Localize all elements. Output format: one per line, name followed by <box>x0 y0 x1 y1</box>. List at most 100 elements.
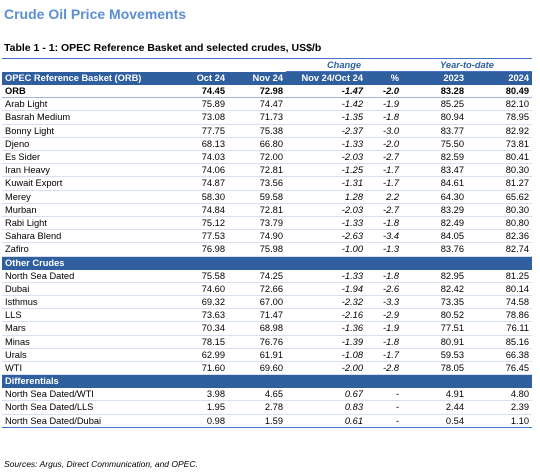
pct-value: -3.4 <box>366 229 402 244</box>
table-row: North Sea Dated/WTI 3.98 4.65 0.67-4.91 4.80 <box>2 388 532 402</box>
table-row: Iran Heavy 74.06 72.81 -1.25 -1.7 83.47 80.30 <box>2 163 532 178</box>
change-value: -2.16 <box>286 308 366 323</box>
nov-value: 67.00 <box>228 295 286 310</box>
col-header-change: Nov 24/Oct 24 <box>286 71 366 85</box>
change-value: -1.47 <box>286 85 366 99</box>
col-header-nov: Nov 24 <box>228 71 286 85</box>
sources-note: Sources: Argus, Direct Communication, an… <box>4 459 198 469</box>
table-row: Isthmus 69.32 67.00 -2.32 -3.3 73.35 74.58 <box>2 295 532 310</box>
ytd-2024-value: 78.95 <box>467 110 532 125</box>
ytd-2024-value: 4.80 <box>467 388 532 402</box>
pct-value: -2.7 <box>366 203 402 218</box>
oct-value: 68.13 <box>170 137 228 152</box>
col-header-2023: 2023 <box>402 71 467 85</box>
ytd-2024-value: 76.11 <box>467 321 532 336</box>
table-row: North Sea Dated 75.58 74.25 -1.33 -1.8 82.95 8… <box>2 269 532 283</box>
oct-value: 75.12 <box>170 216 228 231</box>
change-value: -1.39 <box>286 335 366 349</box>
change-value: -1.33 <box>286 137 366 152</box>
nov-value: 1.59 <box>228 414 286 428</box>
pct-value: -1.8 <box>366 110 402 125</box>
ytd-2024-value: 2.39 <box>467 400 532 415</box>
nov-value: 73.56 <box>228 176 286 191</box>
change-value: -2.37 <box>286 124 366 138</box>
oct-value: 70.34 <box>170 321 228 336</box>
oct-value: 74.06 <box>170 163 228 178</box>
ytd-2023-value: 83.47 <box>402 163 467 178</box>
crude-name: Kuwait Export <box>2 176 170 191</box>
crude-name: Minas <box>2 335 170 349</box>
change-value: -1.31 <box>286 176 366 191</box>
nov-value: 69.60 <box>228 361 286 376</box>
ytd-2023-value: 80.91 <box>402 335 467 349</box>
pct-value: -3.0 <box>366 124 402 138</box>
table-row: North Sea Dated/Dubai 0.98 1.59 0.61-0.54 1.… <box>2 414 532 428</box>
ytd-2024-value: 82.10 <box>467 97 532 112</box>
ytd-2024-value: 82.36 <box>467 229 532 244</box>
oct-value: 73.08 <box>170 110 228 125</box>
table-row: Murban 74.84 72.81 -2.03 -2.7 83.29 80.30 <box>2 203 532 218</box>
table-row: WTI 71.60 69.60 -2.00 -2.8 78.05 76.45 <box>2 361 532 376</box>
oct-value: 78.15 <box>170 335 228 349</box>
crude-name: Iran Heavy <box>2 163 170 178</box>
ytd-2023-value: 83.28 <box>402 85 467 99</box>
col-header-name: OPEC Reference Basket (ORB) <box>2 71 170 85</box>
oct-value: 74.87 <box>170 176 228 191</box>
pct-value: -2.0 <box>366 85 402 99</box>
crude-name: Basrah Medium <box>2 110 170 125</box>
ytd-2024-value: 85.16 <box>467 335 532 349</box>
col-header-oct: Oct 24 <box>170 71 228 85</box>
change-value: 1.28 <box>286 190 366 204</box>
ytd-2024-value: 80.41 <box>467 150 532 165</box>
crude-name: Merey <box>2 190 170 204</box>
ytd-group-label: Year-to-date <box>402 58 532 72</box>
ytd-2023-value: 84.61 <box>402 176 467 191</box>
change-value: 0.61 <box>286 414 366 428</box>
column-header-row: OPEC Reference Basket (ORB) Oct 24 Nov 2… <box>2 71 532 85</box>
crude-name: WTI <box>2 361 170 376</box>
pct-value: - <box>366 414 402 428</box>
oct-value: 74.45 <box>170 85 228 99</box>
crude-name: LLS <box>2 308 170 323</box>
table-row: LLS 73.63 71.47 -2.16 -2.9 80.52 78.86 <box>2 308 532 323</box>
ytd-2023-value: 75.50 <box>402 137 467 152</box>
nov-value: 72.98 <box>228 85 286 99</box>
table-row: ORB 74.45 72.98 -1.47 -2.0 83.28 80.49 <box>2 85 532 99</box>
oct-value: 76.98 <box>170 242 228 257</box>
crude-name: Es Sider <box>2 150 170 165</box>
table-row: Rabi Light 75.12 73.79 -1.33 -1.8 82.49 80.80 <box>2 216 532 231</box>
oct-value: 77.75 <box>170 124 228 138</box>
table-row: Dubai 74.60 72.66 -1.94 -2.6 82.42 80.14 <box>2 282 532 297</box>
crude-name: Djeno <box>2 137 170 152</box>
col-header-pct: % <box>366 71 402 85</box>
pct-value: -1.8 <box>366 216 402 231</box>
crude-name: North Sea Dated/WTI <box>2 388 170 402</box>
oct-value: 58.30 <box>170 190 228 204</box>
col-header-2024: 2024 <box>467 71 532 85</box>
crude-name: Bonny Light <box>2 124 170 138</box>
pct-value: - <box>366 388 402 402</box>
nov-value: 71.73 <box>228 110 286 125</box>
oct-value: 73.63 <box>170 308 228 323</box>
table-caption: Table 1 - 1: OPEC Reference Basket and s… <box>4 42 322 54</box>
change-value: -2.63 <box>286 229 366 244</box>
ytd-2024-value: 80.30 <box>467 203 532 218</box>
pct-value: -1.7 <box>366 348 402 363</box>
oct-value: 74.84 <box>170 203 228 218</box>
nov-value: 72.81 <box>228 203 286 218</box>
pct-value: -1.7 <box>366 176 402 191</box>
table-row: Sahara Blend 77.53 74.90 -2.63 -3.4 84.05 82.3… <box>2 229 532 244</box>
pct-value: -2.0 <box>366 137 402 152</box>
table-row: Djeno 68.13 66.80 -1.33 -2.0 75.50 73.81 <box>2 137 532 152</box>
ytd-2024-value: 66.38 <box>467 348 532 363</box>
nov-value: 75.38 <box>228 124 286 138</box>
crude-name: Arab Light <box>2 97 170 112</box>
ytd-2023-value: 0.54 <box>402 414 467 428</box>
table-row: Merey 58.30 59.58 1.28 2.2 64.30 65.62 <box>2 190 532 204</box>
crude-name: Isthmus <box>2 295 170 310</box>
ytd-2023-value: 82.42 <box>402 282 467 297</box>
change-value: -1.08 <box>286 348 366 363</box>
change-value: 0.83 <box>286 400 366 415</box>
crude-name: ORB <box>2 85 170 99</box>
nov-value: 59.58 <box>228 190 286 204</box>
